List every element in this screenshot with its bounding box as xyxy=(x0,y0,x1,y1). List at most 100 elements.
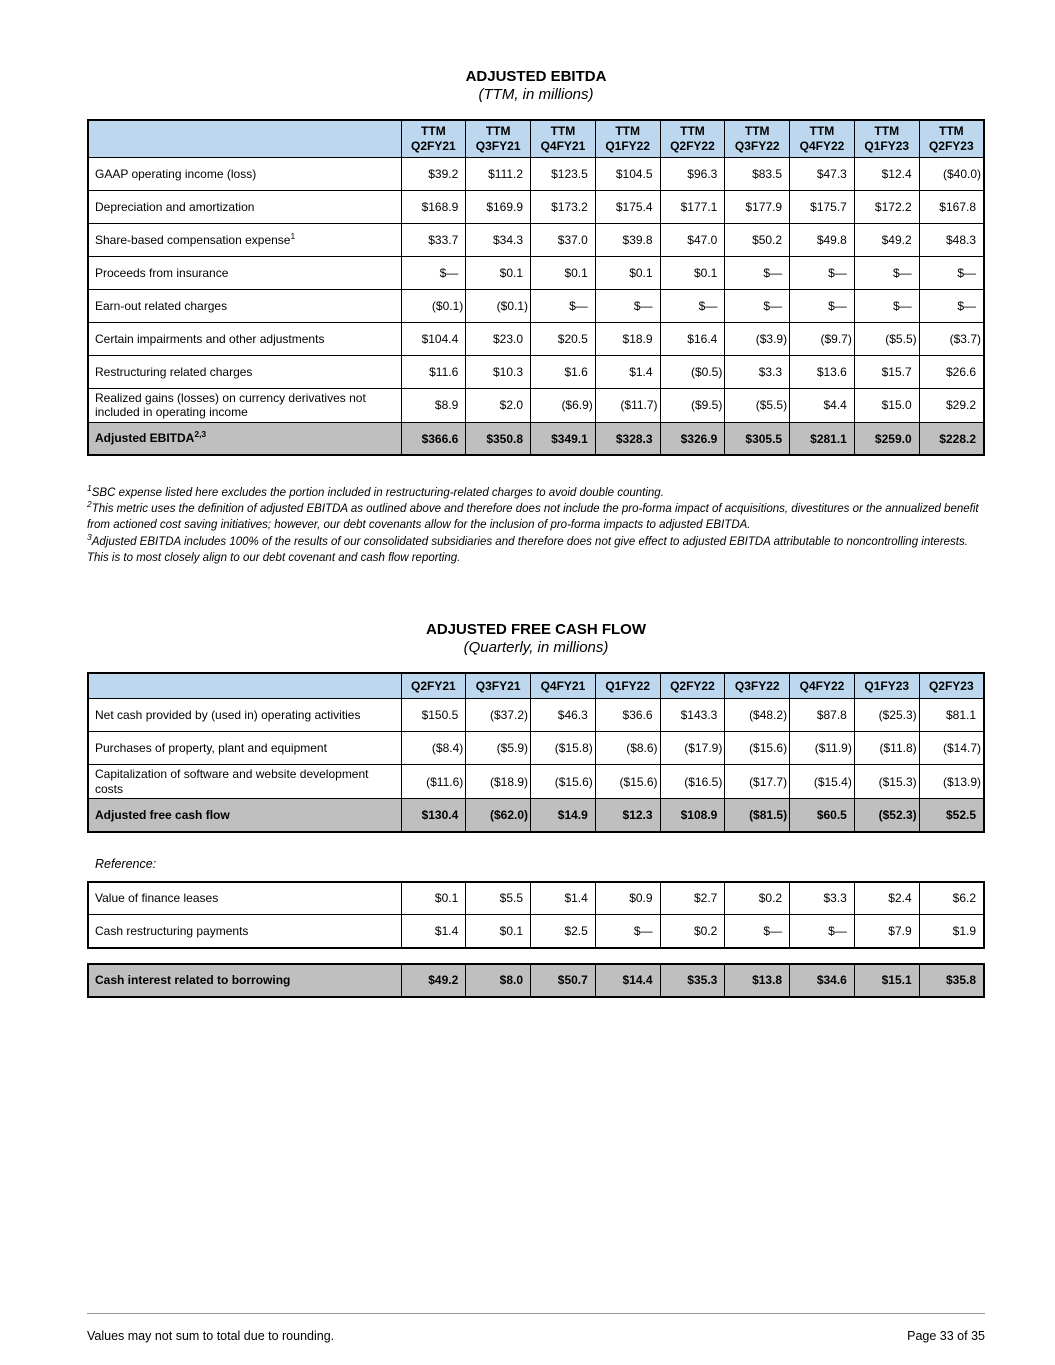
value-cell: $37.0 xyxy=(530,223,596,257)
value-cell: $172.2 xyxy=(853,190,920,224)
row-label: Cash interest related to borrowing xyxy=(87,963,402,998)
value-cell: ($0.1) xyxy=(465,289,532,323)
ebitda-subtitle: (TTM, in millions) xyxy=(478,86,594,103)
value-cell: $169.9 xyxy=(465,190,532,224)
value-cell: $29.2 xyxy=(918,388,985,423)
value-cell: $349.1 xyxy=(530,421,596,456)
value-cell: ($0.1) xyxy=(400,289,467,323)
column-header: TTM Q4FY22 xyxy=(789,119,855,158)
column-header: TTM Q4FY21 xyxy=(530,119,596,158)
row-label: GAAP operating income (loss) xyxy=(87,157,402,191)
column-header: Q3FY21 xyxy=(465,672,532,700)
value-cell: $87.8 xyxy=(789,698,855,733)
value-cell: ($48.2) xyxy=(724,698,791,733)
value-cell: $49.2 xyxy=(400,963,467,998)
value-cell: $83.5 xyxy=(724,157,791,191)
value-cell: $13.8 xyxy=(724,963,791,998)
value-cell: $0.1 xyxy=(530,256,596,290)
value-cell: $0.9 xyxy=(594,881,661,916)
value-cell: ($15.8) xyxy=(530,731,596,766)
row-label: Realized gains (losses) on currency deri… xyxy=(87,388,402,423)
page-number: Page 33 of 35 xyxy=(907,1329,985,1343)
value-cell: ($15.6) xyxy=(724,731,791,766)
value-cell: $0.1 xyxy=(594,256,661,290)
value-cell: $2.5 xyxy=(530,914,596,949)
column-header: TTM Q2FY21 xyxy=(400,119,467,158)
total-row: Cash interest related to borrowing $49.2 $… xyxy=(87,963,985,998)
value-cell: $36.6 xyxy=(594,698,661,733)
data-row: Capitalization of software and website d… xyxy=(87,764,985,800)
column-header: Q4FY21 xyxy=(530,672,596,700)
value-cell: $168.9 xyxy=(400,190,467,224)
value-cell: $11.6 xyxy=(400,355,467,389)
value-cell: ($5.5) xyxy=(724,388,791,423)
value-cell: ($8.6) xyxy=(594,731,661,766)
value-cell: $47.3 xyxy=(789,157,855,191)
value-cell: $50.7 xyxy=(530,963,596,998)
value-cell: $15.0 xyxy=(853,388,920,423)
value-cell: $123.5 xyxy=(530,157,596,191)
value-cell: $52.5 xyxy=(918,798,985,833)
value-cell: $326.9 xyxy=(659,421,726,456)
row-label: Restructuring related charges xyxy=(87,355,402,389)
value-cell: $259.0 xyxy=(853,421,920,456)
value-cell: $3.3 xyxy=(724,355,791,389)
row-label: Certain impairments and other adjustment… xyxy=(87,322,402,356)
header-row: TTM Q2FY21 TTM Q3FY21 TTM Q4FY21 TTM Q1FY22 TTM Q… xyxy=(87,119,985,158)
value-cell: ($8.4) xyxy=(400,731,467,766)
value-cell: $12.3 xyxy=(594,798,661,833)
page-footer: Values may not sum to total due to round… xyxy=(87,1313,985,1343)
value-cell: ($81.5) xyxy=(724,798,791,833)
value-cell: $1.9 xyxy=(918,914,985,949)
value-cell: $175.4 xyxy=(594,190,661,224)
value-cell: $104.5 xyxy=(594,157,661,191)
column-header: TTM Q2FY22 xyxy=(659,119,726,158)
value-cell: ($25.3) xyxy=(853,698,920,733)
value-cell: $16.4 xyxy=(659,322,726,356)
value-cell: ($37.2) xyxy=(465,698,532,733)
value-cell: $1.6 xyxy=(530,355,596,389)
value-cell: $173.2 xyxy=(530,190,596,224)
value-cell: $15.1 xyxy=(853,963,920,998)
value-cell: $0.1 xyxy=(659,256,726,290)
value-cell: ($11.6) xyxy=(400,764,467,800)
value-cell: $14.4 xyxy=(594,963,661,998)
value-cell: $0.2 xyxy=(659,914,726,949)
value-cell: $26.6 xyxy=(918,355,985,389)
value-cell: ($9.7) xyxy=(789,322,855,356)
data-row: GAAP operating income (loss) $39.2 $111.2 $… xyxy=(87,157,985,191)
column-header: Q2FY23 xyxy=(918,672,985,700)
total-row: Adjusted free cash flow $130.4 ($62.0) $14.… xyxy=(87,798,985,833)
value-cell: ($52.3) xyxy=(853,798,920,833)
value-cell: $— xyxy=(789,914,855,949)
reference-label: Reference: xyxy=(95,856,157,871)
value-cell: $10.3 xyxy=(465,355,532,389)
value-cell: $1.4 xyxy=(400,914,467,949)
row-label: Share-based compensation expense1 xyxy=(87,223,402,257)
value-cell: $35.8 xyxy=(918,963,985,998)
value-cell: ($11.7) xyxy=(594,388,661,423)
corner-cell xyxy=(87,119,402,158)
adjusted-ebitda-section: ADJUSTED EBITDA (TTM, in millions) TTM Q2… xyxy=(87,68,985,566)
value-cell: $7.9 xyxy=(853,914,920,949)
value-cell: $366.6 xyxy=(400,421,467,456)
column-header: TTM Q3FY22 xyxy=(724,119,791,158)
value-cell: $8.9 xyxy=(400,388,467,423)
value-cell: $— xyxy=(724,256,791,290)
value-cell: $— xyxy=(789,289,855,323)
value-cell: $0.2 xyxy=(724,881,791,916)
value-cell: $— xyxy=(400,256,467,290)
value-cell: ($5.9) xyxy=(465,731,532,766)
value-cell: $13.6 xyxy=(789,355,855,389)
total-row: Adjusted EBITDA2,3 $366.6 $350.8 $349.1 $328… xyxy=(87,421,985,456)
value-cell: $0.1 xyxy=(400,881,467,916)
value-cell: $47.0 xyxy=(659,223,726,257)
footnote: 3Adjusted EBITDA includes 100% of the re… xyxy=(87,531,968,564)
value-cell: $4.4 xyxy=(789,388,855,423)
row-label: Cash restructuring payments xyxy=(87,914,402,949)
row-label: Earn-out related charges xyxy=(87,289,402,323)
data-row: Cash restructuring payments $1.4 $0.1 $2.5 $… xyxy=(87,914,985,949)
value-cell: $39.2 xyxy=(400,157,467,191)
value-cell: $— xyxy=(918,289,985,323)
